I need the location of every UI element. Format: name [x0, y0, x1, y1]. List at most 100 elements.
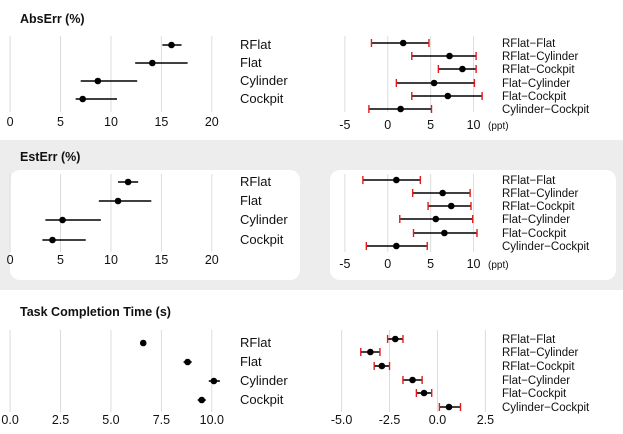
x-tick-label: 5: [427, 118, 434, 132]
x-tick-label: 20: [205, 115, 219, 129]
x-tick-label: -5: [339, 118, 350, 132]
x-tick-label: 0.0: [429, 413, 446, 427]
x-tick-label: 5: [57, 115, 64, 129]
x-tick-label: -5.0: [331, 413, 353, 427]
category-label: Flat: [240, 193, 262, 208]
category-label: RFlat−Cylinder: [502, 347, 579, 359]
mean-point: [378, 362, 386, 370]
x-tick-label: 15: [154, 253, 168, 267]
mean-point: [393, 242, 400, 250]
panel-time-conditions: 0.0 2.5 5.0 7.5 10.0 RFlat Flat Cylinder Cockpit: [1, 330, 288, 427]
mean-point: [446, 52, 453, 60]
x-tick-label: 2.5: [52, 413, 69, 427]
x-tick-label: 0.0: [1, 413, 18, 427]
mean-point: [430, 79, 438, 87]
mean-point: [124, 178, 132, 186]
mean-point: [444, 92, 452, 100]
category-label: RFlat−Cockpit: [502, 64, 575, 76]
mean-point: [399, 39, 407, 47]
mean-point: [149, 59, 156, 67]
x-axis-unit: (ppt): [488, 260, 509, 271]
mean-point: [79, 95, 87, 103]
x-tick-label: 15: [154, 115, 168, 129]
category-label: RFlat−Cockpit: [502, 201, 575, 213]
category-label: RFlat−Flat: [502, 38, 556, 50]
x-tick-label: 10.0: [200, 413, 224, 427]
category-label: RFlat: [240, 335, 271, 350]
mean-point: [441, 229, 448, 237]
x-tick-label: -2.5: [379, 413, 401, 427]
x-tick-label: 2.5: [477, 413, 494, 427]
mean-point: [447, 202, 455, 210]
category-label: Flat−Cylinder: [502, 214, 570, 226]
category-label: Flat−Cylinder: [502, 78, 570, 90]
category-label: Cylinder−Cockpit: [502, 104, 590, 116]
panel-esterr-differences: -5 0 5 10 (ppt) RFlat−FlatRFlat−CylinderRFlat…: [339, 174, 590, 271]
mean-point: [393, 176, 400, 184]
category-label: RFlat−Cylinder: [502, 188, 579, 200]
mean-point: [432, 215, 440, 223]
mean-point: [139, 339, 147, 347]
category-label: Flat−Cockpit: [502, 388, 567, 400]
mean-point: [114, 197, 122, 205]
mean-point: [198, 396, 206, 404]
mean-point: [420, 389, 428, 397]
category-label: Cylinder: [240, 373, 288, 388]
panel-esterr-conditions: 0 5 10 15 20 RFlat Flat Cylinder Cockpit: [7, 174, 288, 267]
x-tick-label: 0: [384, 118, 391, 132]
category-label: Flat: [240, 55, 262, 70]
mean-point: [94, 77, 102, 85]
mean-point: [49, 236, 56, 244]
x-tick-label: -5: [339, 257, 350, 271]
category-label: Cockpit: [240, 91, 284, 106]
category-label: RFlat−Cockpit: [502, 361, 575, 373]
category-label: RFlat−Flat: [502, 175, 556, 187]
category-label: Cylinder: [240, 73, 288, 88]
panel-bg-esterr-left: [10, 170, 300, 280]
mean-point: [445, 403, 453, 411]
x-axis-unit: (ppt): [488, 121, 509, 132]
mean-point: [59, 216, 66, 224]
category-label: RFlat−Cylinder: [502, 51, 579, 63]
x-tick-label: 20: [205, 253, 219, 267]
x-tick-label: 10: [467, 257, 481, 271]
category-label: Cockpit: [240, 232, 284, 247]
section-title-abserr: AbsErr (%): [20, 12, 85, 26]
category-label: Cockpit: [240, 392, 284, 407]
x-tick-label: 5.0: [102, 413, 119, 427]
mean-point: [367, 348, 374, 356]
category-label: Cylinder−Cockpit: [502, 241, 590, 253]
x-tick-label: 10: [104, 115, 118, 129]
mean-point: [391, 335, 399, 343]
x-tick-label: 0: [7, 115, 14, 129]
category-label: Flat−Cylinder: [502, 375, 570, 387]
mean-point: [168, 41, 175, 49]
x-tick-label: 5: [427, 257, 434, 271]
mean-point: [184, 358, 191, 366]
x-tick-label: 5: [57, 253, 64, 267]
x-tick-label: 7.5: [153, 413, 170, 427]
category-label: RFlat: [240, 37, 271, 52]
category-label: Cylinder: [240, 212, 288, 227]
x-tick-label: 0: [384, 257, 391, 271]
category-label: Flat: [240, 354, 262, 369]
mean-point: [439, 189, 446, 197]
panel-bg-esterr-right: [330, 170, 616, 280]
section-title-esterr: EstErr (%): [20, 150, 80, 164]
category-label: RFlat: [240, 174, 271, 189]
category-label: Cylinder−Cockpit: [502, 402, 590, 414]
category-label: RFlat−Flat: [502, 334, 556, 346]
panel-abserr-differences: -5 0 5 10 (ppt) RFlat−FlatRFlat−CylinderRFlat…: [339, 36, 590, 132]
category-label: Flat−Cockpit: [502, 228, 567, 240]
x-tick-label: 10: [467, 118, 481, 132]
mean-point: [397, 105, 404, 113]
mean-point: [409, 376, 416, 384]
section-title-completion-time: Task Completion Time (s): [20, 305, 171, 319]
mean-point: [459, 65, 466, 73]
panel-abserr-conditions: 0 5 10 15 20 RFlat Flat Cylinder Cockpit: [7, 36, 288, 129]
category-label: Flat−Cockpit: [502, 91, 567, 103]
x-tick-label: 10: [104, 253, 118, 267]
x-tick-label: 0: [7, 253, 14, 267]
